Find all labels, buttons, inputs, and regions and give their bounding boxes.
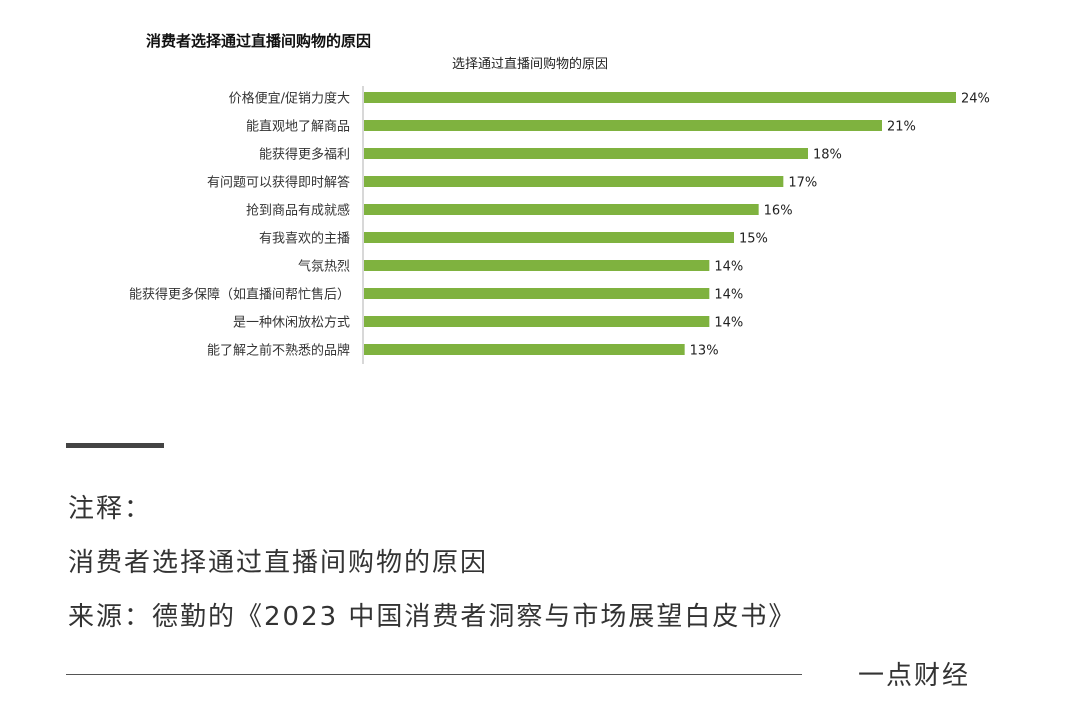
category-label: 能直观地了解商品 [246,120,350,135]
category-label: 有问题可以获得即时解答 [207,175,350,191]
category-label: 能了解之前不熟悉的品牌 [207,343,350,359]
category-label: 气氛热烈 [298,259,350,275]
value-label: 24% [961,92,990,107]
brand-name: 一点财经 [858,661,971,691]
value-label: 14% [714,316,743,331]
category-label: 价格便宜/促销力度大 [229,91,350,107]
note-divider [66,443,164,448]
category-label: 能获得更多保障（如直播间帮忙售后） [129,287,350,303]
value-label: 14% [714,260,743,275]
bottom-rule [66,674,802,675]
bar [364,260,710,271]
note-source: 来源：德勤的《2023 中国消费者洞察与市场展望白皮书》 [68,602,797,632]
value-label: 16% [764,204,793,219]
bar [364,204,759,215]
value-label: 18% [813,148,842,163]
bar-chart: 价格便宜/促销力度大 24% 能直观地了解商品 21% 能获得更多福利 18% 有问题可以获… [129,86,990,364]
value-label: 21% [887,120,916,135]
bar [364,148,808,159]
bar [364,344,685,355]
bar [364,232,734,243]
category-label: 有我喜欢的主播 [259,231,350,247]
category-label: 能获得更多福利 [259,147,350,163]
chart-subtitle: 选择通过直播间购物的原因 [451,57,608,72]
value-label: 17% [788,176,817,191]
bar [364,92,956,103]
value-label: 14% [714,288,743,303]
bar [364,316,710,327]
chart-title: 消费者选择通过直播间购物的原因 [146,32,372,50]
note-description: 消费者选择通过直播间购物的原因 [68,548,489,578]
category-label: 是一种休闲放松方式 [233,315,350,331]
note-heading: 注释： [68,494,153,524]
value-label: 15% [739,232,768,247]
category-label: 抢到商品有成就感 [246,203,350,219]
value-label: 13% [690,344,719,359]
bar [364,288,710,299]
bar [364,120,882,131]
bar [364,176,784,187]
